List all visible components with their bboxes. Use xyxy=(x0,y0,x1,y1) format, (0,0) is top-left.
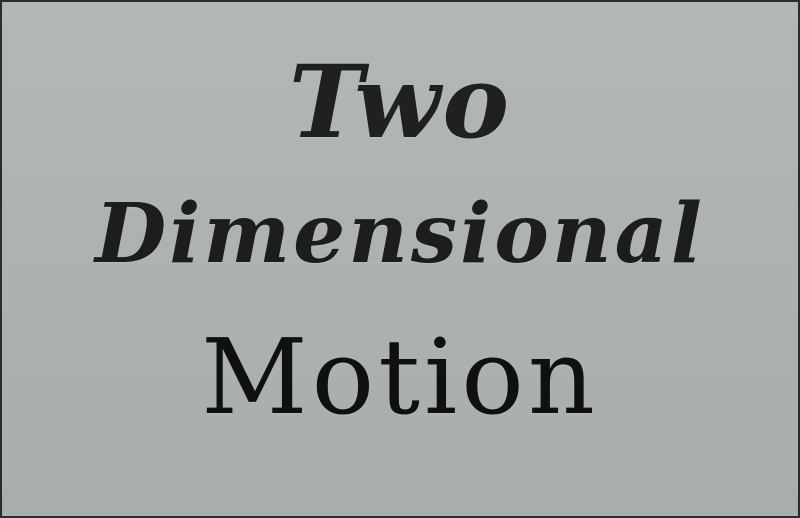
title-line-motion: Motion xyxy=(201,316,599,438)
title-line-two: Two xyxy=(288,43,512,161)
title-line-dimensional: Dimensional xyxy=(95,186,705,282)
